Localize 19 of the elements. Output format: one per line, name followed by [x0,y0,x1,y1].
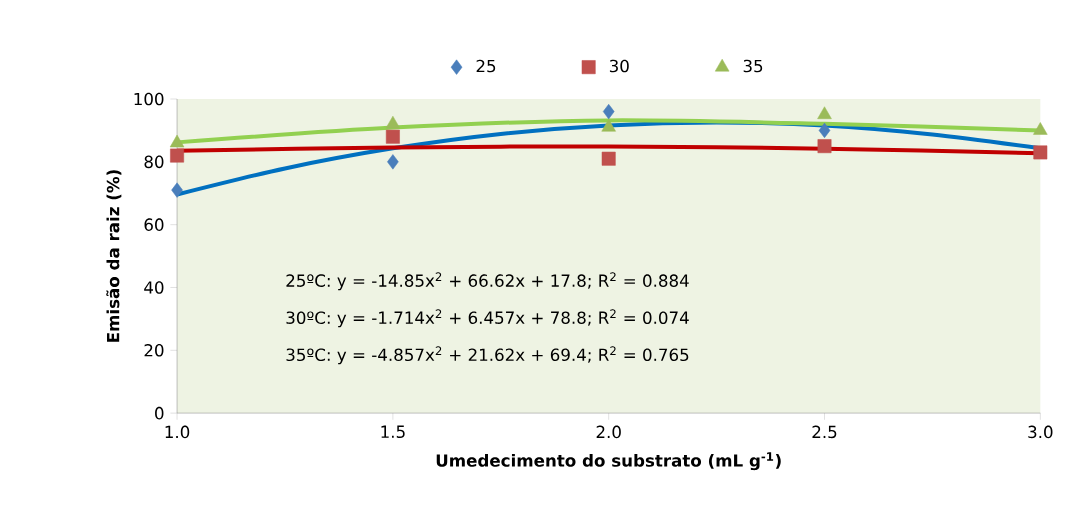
legend-label: 35 [743,59,763,73]
x-axis-title: Umedecimento do substrato (mL g$^{-1}$) [436,452,781,471]
legend-label: 25 [476,59,496,73]
legend-label: 30 [609,59,629,73]
annotation: 35ºC: y = -4.857x$^{2}$ + 21.62x + 69.4; R$^{2}$ = 0.765 [286,346,689,365]
x-tick-label: 2.0 [596,425,621,439]
x-tick-label: 1.0 [165,425,190,439]
x-tick-label: 1.5 [381,425,405,438]
y-tick-label: 80 [144,155,164,169]
y-tick-label: 20 [144,343,164,357]
y-axis-title: Emisão da raiz (%) [106,170,122,342]
y-tick-label: 60 [144,218,164,231]
annotation: 25ºC: y = -14.85x$^{2}$ + 66.62x + 17.8; R$^{2}$ = 0.884 [286,272,689,291]
y-tick-label: 40 [144,281,164,294]
x-tick-label: 3.0 [1028,425,1053,439]
y-tick-label: 100 [134,92,164,106]
x-tick-label: 2.5 [812,425,837,439]
y-tick-label: 0 [155,406,164,420]
annotation: 30ºC: y = -1.714x$^{2}$ + 6.457x + 78.8; R$^{2}$ = 0.074 [286,309,689,328]
